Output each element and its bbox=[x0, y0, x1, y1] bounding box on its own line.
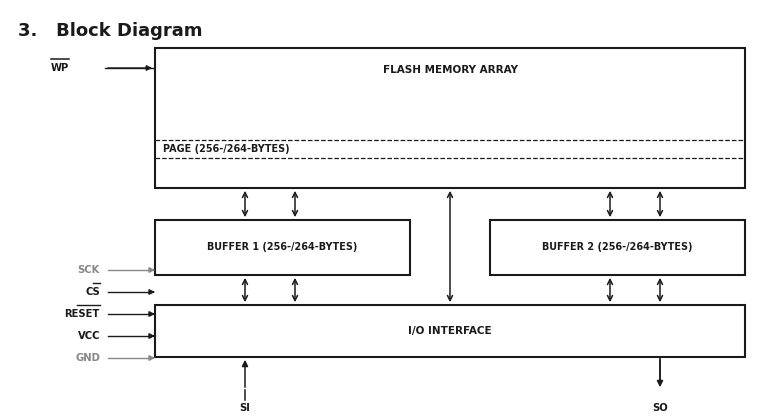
Text: VCC: VCC bbox=[78, 331, 100, 341]
Bar bbox=[155, 305, 745, 357]
Text: PAGE (256-/264-BYTES): PAGE (256-/264-BYTES) bbox=[163, 144, 289, 154]
Text: I/O INTERFACE: I/O INTERFACE bbox=[408, 326, 492, 336]
Bar bbox=[155, 220, 410, 275]
Text: SO: SO bbox=[652, 403, 668, 413]
Text: RESET: RESET bbox=[64, 309, 100, 319]
Text: WP: WP bbox=[51, 63, 69, 73]
Text: CS: CS bbox=[85, 287, 100, 297]
Text: BUFFER 1 (256-/264-BYTES): BUFFER 1 (256-/264-BYTES) bbox=[207, 243, 358, 253]
Bar bbox=[490, 220, 745, 275]
Text: FLASH MEMORY ARRAY: FLASH MEMORY ARRAY bbox=[383, 65, 518, 75]
Text: SCK: SCK bbox=[78, 265, 100, 275]
Text: SI: SI bbox=[240, 403, 251, 413]
Text: BUFFER 2 (256-/264-BYTES): BUFFER 2 (256-/264-BYTES) bbox=[542, 243, 693, 253]
Bar bbox=[155, 48, 745, 188]
Text: 3.   Block Diagram: 3. Block Diagram bbox=[18, 22, 203, 40]
Text: GND: GND bbox=[75, 353, 100, 363]
